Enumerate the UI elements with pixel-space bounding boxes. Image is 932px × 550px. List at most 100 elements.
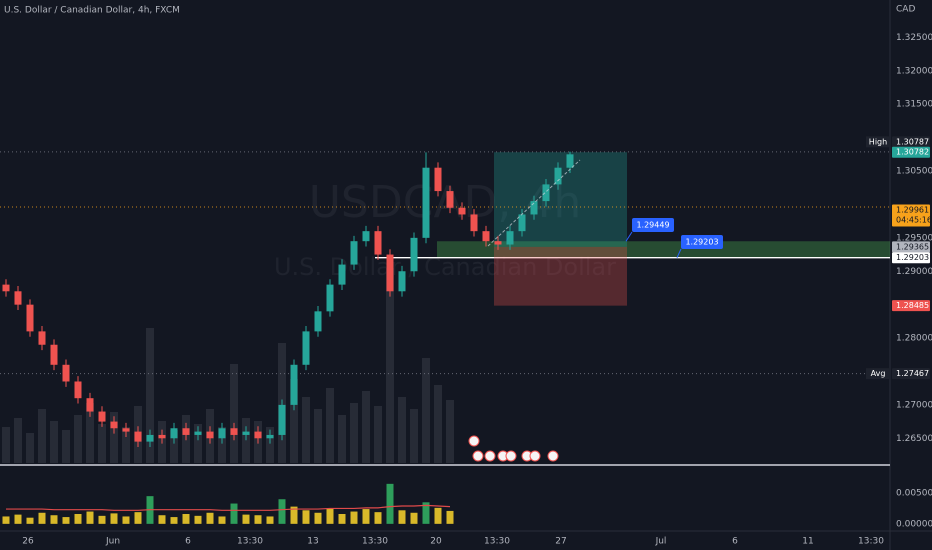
y-tick-label: 1.31500 — [896, 100, 932, 110]
volume-bar — [422, 502, 430, 524]
x-tick-label: 20 — [430, 537, 442, 547]
candle-body — [98, 411, 106, 422]
price-tag-value: 1.29961 — [896, 206, 929, 215]
position-target — [494, 152, 627, 247]
price-tag — [892, 136, 930, 148]
volume-bar — [338, 514, 346, 524]
candle-body — [422, 167, 430, 238]
candle-body — [170, 428, 178, 439]
candle-body — [50, 344, 58, 365]
volume-bg-bar — [398, 397, 406, 463]
volume-bar — [2, 516, 10, 524]
y-tick-label: 1.32500 — [896, 33, 932, 43]
price-tag-name-box — [866, 368, 890, 380]
candle-body — [266, 434, 274, 439]
candle-body — [182, 428, 190, 435]
volume-bar — [14, 514, 22, 524]
volume-bar — [194, 515, 202, 524]
volume-bar — [434, 507, 442, 524]
volume-bar — [278, 499, 286, 524]
candle-body — [554, 167, 562, 185]
candle-body — [506, 231, 514, 245]
volume-bg-bar — [242, 418, 250, 463]
y-tick-label: 1.27000 — [896, 400, 932, 410]
volume-bg-bar — [194, 424, 202, 463]
volume-bg-bar — [266, 427, 274, 463]
x-tick-label: 27 — [555, 537, 566, 547]
candle-body — [314, 311, 322, 332]
volume-bar — [26, 517, 34, 524]
candle-body — [470, 214, 478, 232]
y-tick-label: 1.28000 — [896, 334, 932, 344]
event-icon[interactable] — [547, 450, 559, 462]
volume-bg-bar — [170, 430, 178, 463]
symbol-header: U.S. Dollar / Canadian Dollar, 4h, FXCM — [4, 6, 180, 16]
candle-body — [218, 428, 226, 439]
x-tick-label: 13:30 — [484, 537, 510, 547]
candle-body — [26, 304, 34, 332]
candle-body — [242, 431, 250, 435]
volume-bg-bar — [98, 424, 106, 463]
volume-bar — [206, 512, 214, 524]
event-icon[interactable] — [484, 450, 496, 462]
candle-body — [2, 284, 10, 292]
candle-body — [494, 241, 502, 245]
event-icon[interactable] — [505, 450, 517, 462]
x-tick-label: 11 — [802, 537, 813, 547]
candle-body — [326, 284, 334, 312]
candle-body — [458, 207, 466, 215]
volume-bar — [290, 506, 298, 524]
volume-bar — [254, 515, 262, 524]
trend-line — [487, 159, 581, 247]
event-icon[interactable] — [529, 450, 541, 462]
callout-box — [632, 218, 674, 232]
callout-leader — [676, 248, 682, 258]
x-tick-label: 13:30 — [362, 537, 388, 547]
y-tick-label: 1.30500 — [896, 167, 932, 177]
volume-bg-bar — [302, 397, 310, 463]
candle-body — [290, 364, 298, 405]
volume-bg-bar — [26, 433, 34, 463]
y-tick-label: 1.29000 — [896, 267, 932, 277]
candle-body — [134, 431, 142, 442]
volume-bg-bar — [110, 412, 118, 463]
callout-label: 1.29449 — [636, 221, 669, 230]
volume-bg-bar — [62, 430, 70, 463]
y-tick-label: 1.26500 — [896, 434, 932, 444]
volume-bg-bar — [14, 418, 22, 463]
price-tag-value: 1.30782 — [896, 148, 929, 157]
candle-body — [446, 191, 454, 208]
volume-bar — [326, 508, 334, 524]
volume-tick-label: 0.00000 — [896, 519, 932, 529]
candle-body — [62, 364, 70, 382]
volume-bg-bar — [434, 385, 442, 463]
volume-bg-bar — [326, 388, 334, 463]
candle-body — [386, 254, 394, 292]
y-tick-label: 1.32000 — [896, 66, 932, 76]
event-icons — [468, 435, 559, 462]
volume-bar — [266, 516, 274, 524]
candle-body — [530, 201, 538, 215]
volume-bar — [350, 511, 358, 524]
volume-bg-bar — [122, 427, 130, 463]
volume-bar — [110, 513, 118, 524]
event-icon[interactable] — [472, 450, 484, 462]
price-tag-sub: 04:45:16 — [896, 216, 932, 225]
volume-bg-bar — [146, 328, 154, 463]
event-icon[interactable] — [468, 435, 480, 447]
volume-bg-bar — [362, 391, 370, 463]
candle-body — [542, 184, 550, 202]
volume-bg-bar — [74, 415, 82, 463]
candle-body — [302, 331, 310, 365]
x-tick-label: 26 — [22, 537, 34, 547]
candle-body — [518, 214, 526, 232]
volume-bg-bar — [386, 268, 394, 463]
volume-bar — [314, 512, 322, 524]
volume-bar — [398, 510, 406, 524]
volume-bg-bar — [38, 409, 46, 463]
price-tag — [892, 241, 930, 253]
volume-bg-bar — [290, 379, 298, 463]
volume-bar — [242, 514, 250, 524]
candle-body — [434, 167, 442, 192]
candle-body — [374, 231, 382, 255]
